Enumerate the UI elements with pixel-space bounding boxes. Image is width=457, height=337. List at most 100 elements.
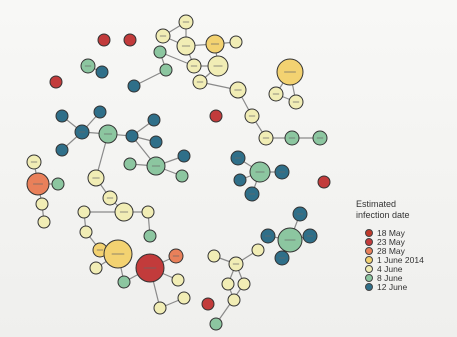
case-node [302, 228, 318, 244]
case-node-id-mark [143, 267, 157, 269]
case-node-circle [171, 273, 185, 287]
case-node-id-mark [264, 235, 272, 237]
case-node [284, 130, 300, 146]
case-node [229, 35, 243, 49]
case-node [153, 45, 167, 59]
case-node-circle [123, 157, 137, 171]
legend-color-swatch [365, 237, 373, 246]
case-node-circle [159, 63, 173, 77]
case-node-circle [155, 28, 171, 44]
case-node [171, 273, 185, 287]
case-node [288, 94, 304, 110]
case-node-circle [49, 75, 63, 89]
legend-color-swatch [365, 255, 373, 264]
case-node [229, 81, 247, 99]
case-node-circle [260, 228, 276, 244]
case-node [37, 215, 51, 229]
case-node-circle [97, 33, 111, 47]
case-node-circle [77, 205, 91, 219]
case-node-circle [89, 261, 103, 275]
case-node-id-mark [248, 115, 256, 117]
case-node-circle [317, 175, 331, 189]
case-node [237, 277, 251, 291]
case-node [147, 113, 161, 127]
case-node-id-mark [159, 35, 167, 37]
case-node-circle [102, 190, 118, 206]
case-node-circle [186, 58, 202, 74]
case-node [168, 248, 184, 264]
case-node [97, 33, 111, 47]
case-node-circle [175, 169, 189, 183]
legend-title: Estimated infection date [356, 199, 410, 220]
case-node [102, 190, 118, 206]
case-node [49, 75, 63, 89]
case-node-circle [251, 243, 265, 257]
case-node [74, 124, 90, 140]
case-node [87, 169, 105, 187]
infection-date-legend: Estimated infection date 18 May 23 May 28 … [356, 199, 457, 292]
case-node [177, 291, 191, 305]
case-node [89, 261, 103, 275]
case-node [141, 205, 155, 219]
case-node-circle [227, 293, 241, 307]
case-node [149, 135, 163, 149]
legend-label: 12 June [377, 281, 408, 292]
case-node [209, 317, 223, 331]
case-node-circle [230, 150, 246, 166]
legend-label: 4 June [377, 263, 403, 274]
legend-item: 4 June [365, 263, 457, 274]
legend-label: 28 May [377, 245, 405, 256]
case-node-circle [123, 33, 137, 47]
legend-items: 18 May 23 May 28 May 1 June 2014 4 June 8 Jun… [365, 227, 457, 292]
case-node-circle [74, 124, 90, 140]
case-node [176, 36, 196, 56]
case-node-circle [141, 205, 155, 219]
case-node [192, 74, 208, 90]
case-node-circle [168, 248, 184, 264]
case-node-circle [79, 225, 93, 239]
case-node-circle [276, 58, 304, 86]
case-node [159, 63, 173, 77]
case-node-id-mark [292, 101, 300, 103]
case-node-circle [244, 108, 260, 124]
case-node [135, 253, 165, 283]
case-node [207, 249, 221, 263]
case-node-id-mark [92, 177, 100, 179]
case-node-circle [312, 130, 328, 146]
case-node [221, 277, 235, 291]
case-node-id-mark [119, 211, 129, 213]
case-node-id-mark [278, 257, 286, 259]
case-node-circle [103, 239, 133, 269]
case-node [153, 301, 167, 315]
case-node-circle [149, 135, 163, 149]
case-node-id-mark [284, 71, 296, 73]
case-node-circle [176, 36, 196, 56]
legend-label: 18 May [377, 227, 405, 238]
case-node [178, 14, 194, 30]
case-node-circle [153, 301, 167, 315]
case-node-circle [249, 161, 271, 183]
case-node-id-mark [210, 43, 220, 45]
legend-item: 12 June [365, 281, 457, 292]
case-node-circle [55, 143, 69, 157]
case-node [79, 225, 93, 239]
case-node-id-mark [103, 133, 113, 135]
case-node [114, 202, 134, 222]
legend-label: 23 May [377, 236, 405, 247]
case-node [26, 154, 42, 170]
legend-item: 18 May [365, 227, 457, 238]
case-node [186, 58, 202, 74]
case-node [175, 169, 189, 183]
case-node-id-mark [316, 137, 324, 139]
case-node-circle [51, 177, 65, 191]
case-node [125, 129, 139, 143]
case-node-id-mark [111, 253, 125, 255]
case-node [95, 65, 109, 79]
case-node-id-mark [78, 131, 86, 133]
legend-color-swatch [365, 228, 373, 237]
case-node-circle [143, 229, 157, 243]
case-node [274, 164, 290, 180]
case-node [201, 297, 215, 311]
case-node [177, 149, 191, 163]
case-node [233, 173, 247, 187]
